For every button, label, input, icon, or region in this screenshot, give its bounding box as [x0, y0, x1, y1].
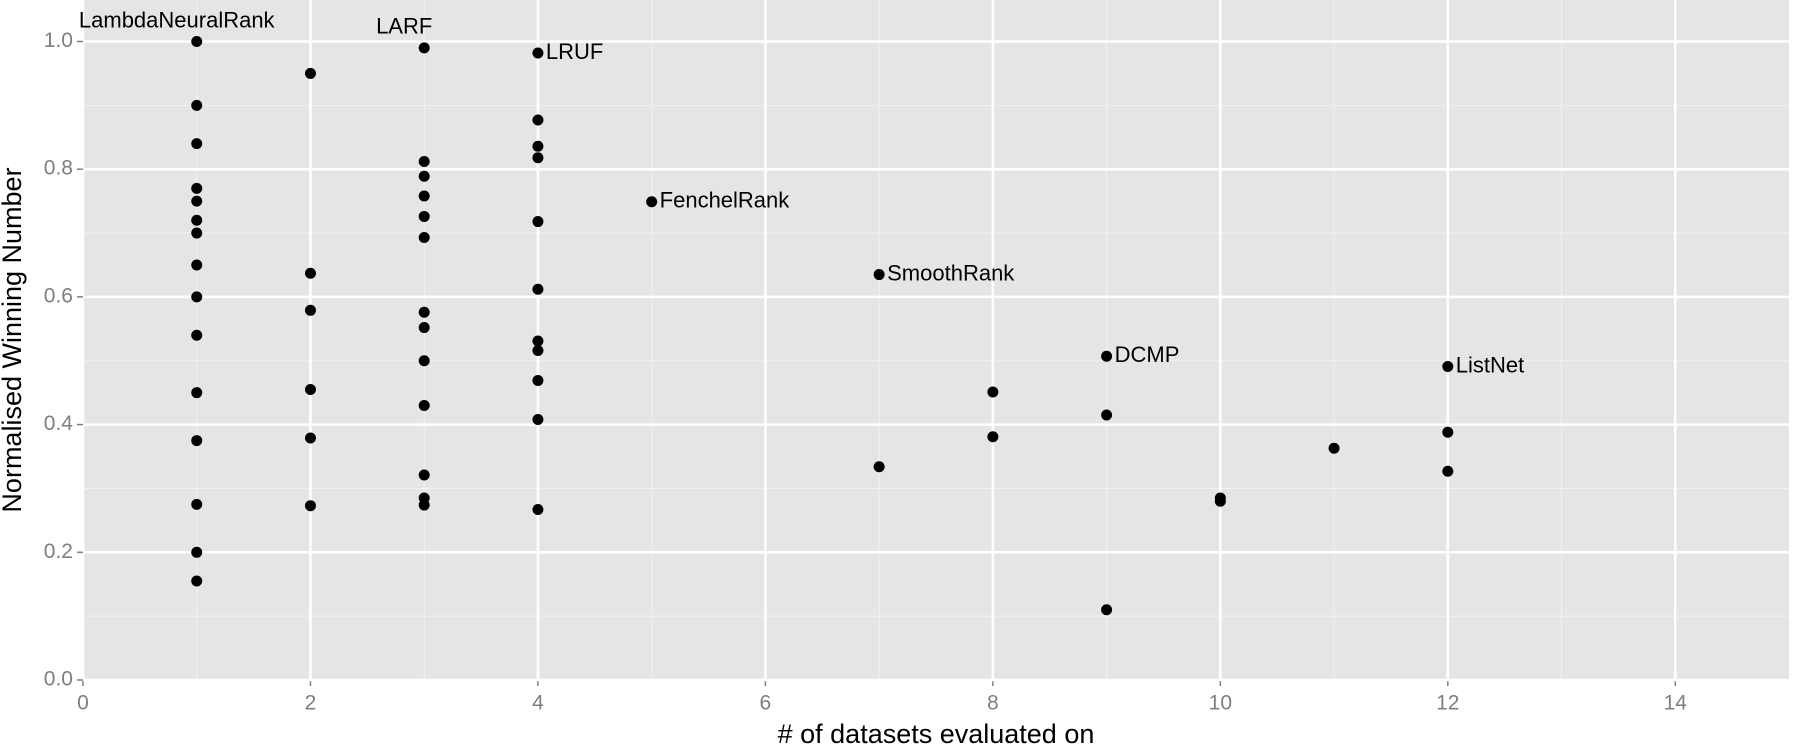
point: [646, 196, 658, 208]
point: [873, 269, 885, 281]
point: [191, 546, 203, 558]
point: [191, 182, 203, 194]
y-tick-label: 0.0: [44, 668, 73, 691]
point: [418, 399, 430, 411]
point: [1101, 350, 1113, 362]
y-tick-label: 0.6: [44, 284, 73, 307]
y-axis-title: Normalised Winning Number: [0, 167, 27, 512]
point: [418, 322, 430, 334]
point: [532, 152, 544, 164]
point-label: ListNet: [1456, 352, 1524, 377]
point: [418, 42, 430, 54]
x-tick-label: 12: [1436, 692, 1459, 715]
point: [418, 232, 430, 244]
y-tick-label: 0.2: [44, 540, 73, 563]
point: [418, 170, 430, 182]
point: [532, 504, 544, 516]
point: [873, 461, 885, 473]
point: [191, 291, 203, 303]
x-tick-label: 14: [1664, 692, 1688, 715]
point: [418, 210, 430, 222]
point: [532, 283, 544, 295]
point: [1101, 604, 1113, 616]
x-tick-label: 10: [1209, 692, 1232, 715]
point: [191, 387, 203, 399]
point: [418, 190, 430, 202]
point: [191, 195, 203, 207]
point: [532, 345, 544, 357]
point: [191, 214, 203, 226]
point: [1442, 426, 1454, 438]
y-tick-label: 0.4: [44, 412, 74, 435]
point: [191, 329, 203, 341]
point: [987, 431, 999, 443]
point: [532, 413, 544, 425]
x-tick-label: 0: [77, 692, 89, 715]
point: [304, 67, 316, 79]
point-label: SmoothRank: [887, 260, 1015, 285]
point: [418, 355, 430, 367]
point-label: LRUF: [546, 39, 603, 64]
point: [1442, 465, 1454, 477]
point: [191, 498, 203, 510]
point: [304, 432, 316, 444]
point: [304, 500, 316, 512]
point: [191, 227, 203, 239]
x-tick-label: 2: [305, 692, 317, 715]
point: [418, 156, 430, 168]
point-label: LARF: [376, 14, 432, 39]
point: [304, 267, 316, 279]
point: [1442, 360, 1454, 372]
point: [532, 335, 544, 347]
point: [532, 375, 544, 387]
point-label: LambdaNeuralRank: [79, 7, 276, 32]
point: [987, 386, 999, 398]
point: [532, 47, 544, 59]
point: [1214, 495, 1226, 507]
point: [418, 499, 430, 511]
point: [418, 469, 430, 481]
point: [532, 216, 544, 228]
point-label: FenchelRank: [660, 188, 791, 213]
point-label: DCMP: [1115, 342, 1180, 367]
x-tick-label: 6: [760, 692, 772, 715]
point: [532, 114, 544, 126]
point: [532, 140, 544, 152]
point: [191, 138, 203, 150]
y-tick-label: 1.0: [44, 29, 73, 52]
point: [304, 304, 316, 316]
plot-panel: [83, 0, 1789, 680]
point: [418, 306, 430, 318]
x-tick-label: 4: [532, 692, 544, 715]
x-axis-title: # of datasets evaluated on: [778, 719, 1095, 749]
point: [191, 99, 203, 111]
point: [1101, 409, 1113, 421]
point: [191, 36, 203, 48]
point: [1328, 442, 1340, 454]
x-tick-label: 8: [987, 692, 999, 715]
point: [191, 575, 203, 587]
point: [304, 383, 316, 395]
y-tick-label: 0.8: [44, 157, 73, 180]
point: [191, 259, 203, 271]
point: [191, 435, 203, 447]
